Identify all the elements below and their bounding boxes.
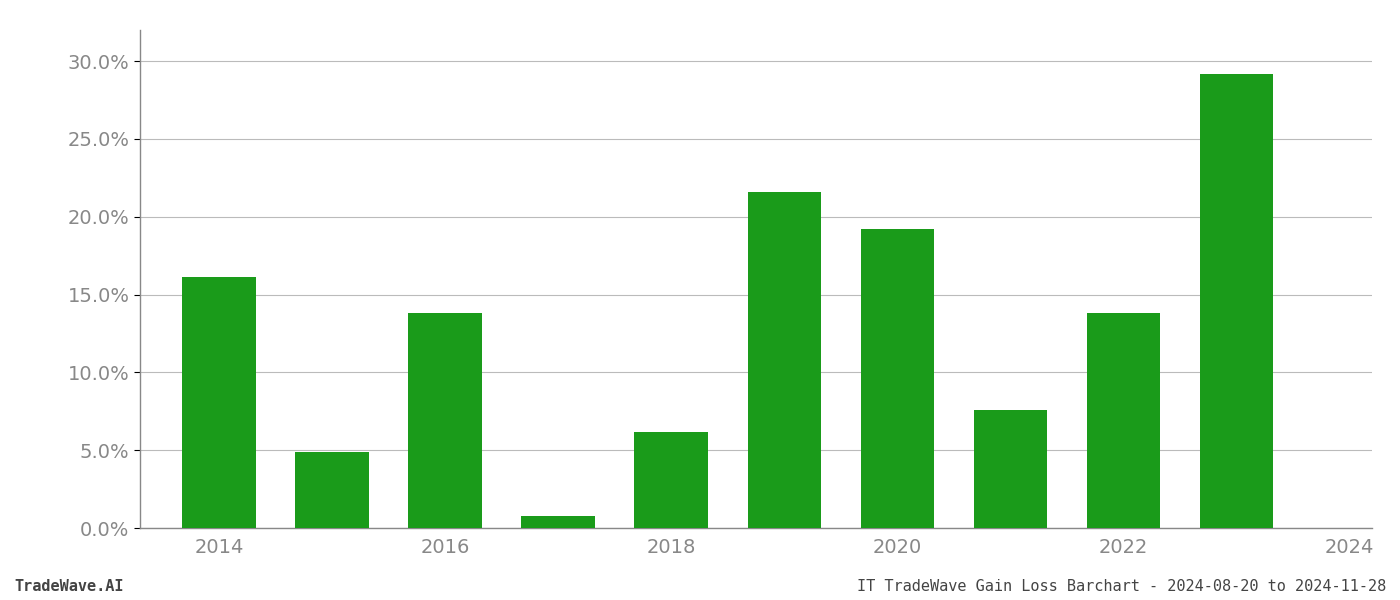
Bar [1086,313,1161,528]
Bar [634,431,708,528]
Bar [295,452,368,528]
Bar [182,277,256,528]
Bar [973,410,1047,528]
Bar [521,515,595,528]
Bar [1200,74,1273,528]
Bar [409,313,482,528]
Bar [748,192,820,528]
Bar [861,229,934,528]
Text: TradeWave.AI: TradeWave.AI [14,579,123,594]
Text: IT TradeWave Gain Loss Barchart - 2024-08-20 to 2024-11-28: IT TradeWave Gain Loss Barchart - 2024-0… [857,579,1386,594]
